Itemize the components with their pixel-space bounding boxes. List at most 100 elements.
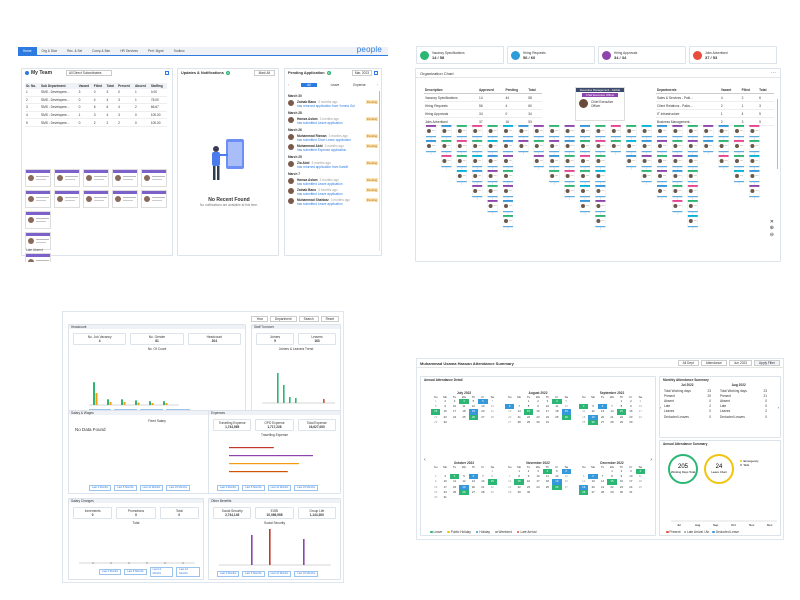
org-node[interactable] — [533, 125, 544, 138]
org-node[interactable] — [456, 140, 467, 153]
calendar-day[interactable]: 1 — [527, 399, 530, 403]
org-node[interactable] — [518, 140, 529, 153]
calendar-day[interactable]: 3 — [639, 399, 642, 403]
calendar-day[interactable]: 14 — [517, 409, 521, 414]
range-button[interactable]: Last 6 Months — [242, 571, 265, 577]
calendar-day[interactable]: 1 — [620, 399, 623, 403]
team-member-card[interactable] — [25, 211, 51, 229]
nav-tab[interactable]: Org & Dice — [41, 49, 58, 53]
tab-leave[interactable]: Leave — [330, 83, 340, 87]
calendar-day[interactable]: 19 — [588, 414, 598, 420]
calendar-day[interactable]: 27 — [564, 484, 568, 489]
org-node[interactable] — [687, 200, 698, 213]
calendar-day[interactable]: 25 — [638, 484, 642, 489]
calendar-day[interactable]: 30 — [536, 419, 540, 424]
calendar-day[interactable]: 14 — [481, 479, 485, 484]
nav-tab[interactable]: Comp & Ben — [92, 49, 111, 53]
org-node[interactable] — [487, 200, 498, 213]
calendar-day[interactable]: 24 — [453, 414, 457, 419]
org-node[interactable] — [579, 125, 591, 138]
attendance-filter[interactable]: Attendance — [700, 360, 727, 366]
calendar-day[interactable]: 18 — [453, 484, 457, 489]
calendar-day[interactable]: 13 — [564, 474, 568, 479]
table-row[interactable]: 5 SMS - Developme... 0 2 2 2 0 100.00 — [25, 119, 167, 127]
calendar-day[interactable]: 1 — [434, 399, 437, 403]
calendar-day[interactable]: 12 — [582, 479, 586, 484]
org-node[interactable] — [502, 185, 514, 198]
org-node[interactable] — [502, 140, 514, 153]
calendar-day[interactable]: 5 — [556, 469, 558, 473]
calendar-day[interactable]: 19 — [561, 409, 571, 415]
range-button[interactable]: Last 12 Months — [139, 485, 164, 491]
mark-all-button[interactable]: Mark All — [253, 70, 275, 76]
calendar-day[interactable]: 26 — [561, 414, 571, 420]
org-node[interactable] — [641, 125, 652, 138]
calendar-day[interactable]: 10 — [453, 404, 457, 409]
range-button[interactable]: Last 24 Months — [166, 485, 191, 491]
range-button[interactable]: Last 24 Months — [294, 485, 319, 491]
calendar-day[interactable]: 17 — [545, 409, 549, 414]
filter-control[interactable]: Year — [251, 316, 268, 322]
pending-item[interactable]: Zia Abid 3 months ago has returned applica… — [288, 161, 378, 169]
calendar-day[interactable]: 16 — [527, 479, 531, 484]
range-button[interactable]: Last 3 Months — [217, 485, 240, 491]
team-member-card[interactable] — [141, 169, 167, 187]
pending-item[interactable]: Muhammad Rizwan 3 months ago has submitted… — [288, 134, 378, 142]
calendar-day[interactable]: 29 — [517, 489, 521, 494]
team-member-card[interactable] — [25, 190, 51, 208]
calendar-day[interactable]: 28 — [601, 489, 605, 494]
org-node[interactable] — [749, 155, 760, 168]
org-node[interactable] — [672, 125, 683, 138]
filter-control[interactable]: Reset — [320, 316, 339, 322]
calendar-day[interactable]: 18 — [545, 479, 549, 484]
calendar-day[interactable]: 12 — [591, 409, 595, 414]
calendar-day[interactable]: 31 — [629, 489, 633, 494]
calendar-day[interactable]: 7 — [601, 474, 604, 479]
org-node[interactable] — [472, 170, 483, 183]
calendar-day[interactable]: 22 — [490, 484, 494, 489]
org-node[interactable] — [687, 125, 698, 138]
org-node[interactable] — [687, 155, 698, 168]
org-node[interactable] — [579, 185, 591, 198]
range-button[interactable]: Last 6 Months — [114, 485, 137, 491]
stat-card[interactable]: Vacancy Specifications 14 / 58 — [416, 46, 504, 64]
calendar-day[interactable]: 12 — [564, 404, 568, 409]
calendar-day[interactable]: 9 — [434, 479, 437, 484]
team-member-card[interactable] — [83, 169, 109, 187]
org-node[interactable] — [549, 125, 560, 138]
calendar-day[interactable]: 10 — [638, 404, 642, 409]
org-node[interactable] — [487, 155, 498, 168]
calendar-day[interactable]: 18 — [555, 409, 559, 414]
calendar-day[interactable]: 27 — [591, 489, 595, 494]
org-node[interactable] — [564, 140, 575, 153]
org-node[interactable] — [441, 125, 452, 138]
calendar-day[interactable]: 23 — [527, 484, 531, 489]
calendar-day[interactable]: 24 — [629, 484, 633, 489]
org-node[interactable] — [487, 125, 498, 138]
calendar-day[interactable]: 12 — [462, 479, 466, 484]
calendar-day[interactable]: 29 — [527, 419, 531, 424]
calendar-day[interactable]: 26 — [468, 414, 479, 420]
org-node[interactable] — [549, 170, 560, 183]
calendar-day[interactable]: 13 — [481, 404, 485, 409]
calendar-day[interactable]: 8 — [434, 404, 437, 409]
range-button[interactable]: Last 3 Months — [217, 571, 240, 577]
org-node[interactable] — [502, 215, 514, 228]
calendar-day[interactable]: 24 — [536, 484, 540, 489]
calendar-day[interactable]: 9 — [537, 404, 539, 409]
tab-all[interactable]: All — [301, 83, 317, 87]
org-node[interactable] — [626, 125, 637, 138]
calendar-day[interactable]: 16 — [536, 409, 540, 414]
calendar-day[interactable]: 24 — [443, 489, 447, 494]
team-member-card[interactable] — [112, 169, 138, 187]
calendar-day[interactable]: 15 — [523, 409, 534, 415]
calendar-day[interactable]: 2 — [630, 399, 632, 403]
calendar-day[interactable]: 22 — [610, 484, 614, 489]
calendar-day[interactable]: 13 — [601, 409, 605, 414]
calendar-day[interactable]: 1 — [491, 469, 494, 473]
org-node[interactable] — [487, 170, 498, 183]
team-member-card[interactable] — [112, 190, 138, 208]
calendar-day[interactable]: 4 — [579, 404, 589, 410]
org-node[interactable] — [564, 155, 575, 168]
calendar-day[interactable]: 18 — [638, 479, 642, 484]
